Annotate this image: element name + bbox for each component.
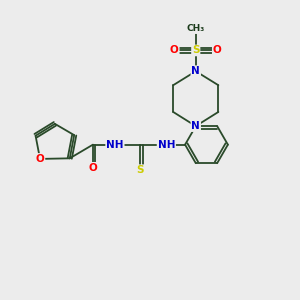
Text: O: O bbox=[88, 163, 97, 173]
Text: NH: NH bbox=[158, 140, 175, 150]
Text: NH: NH bbox=[106, 140, 124, 150]
Text: S: S bbox=[192, 45, 200, 56]
Text: N: N bbox=[191, 121, 200, 131]
Text: S: S bbox=[137, 165, 144, 175]
Text: CH₃: CH₃ bbox=[187, 24, 205, 33]
Text: O: O bbox=[170, 45, 179, 56]
Text: O: O bbox=[213, 45, 221, 56]
Text: N: N bbox=[191, 66, 200, 76]
Text: O: O bbox=[36, 154, 44, 164]
